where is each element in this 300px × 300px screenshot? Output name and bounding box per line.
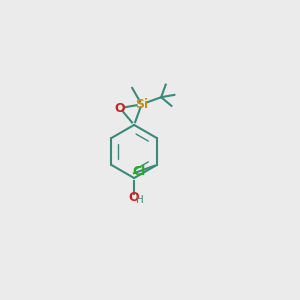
Text: Si: Si (135, 98, 148, 111)
Text: H: H (136, 195, 144, 205)
Text: Cl: Cl (132, 165, 146, 178)
Text: O: O (115, 102, 125, 115)
Text: O: O (129, 191, 140, 204)
